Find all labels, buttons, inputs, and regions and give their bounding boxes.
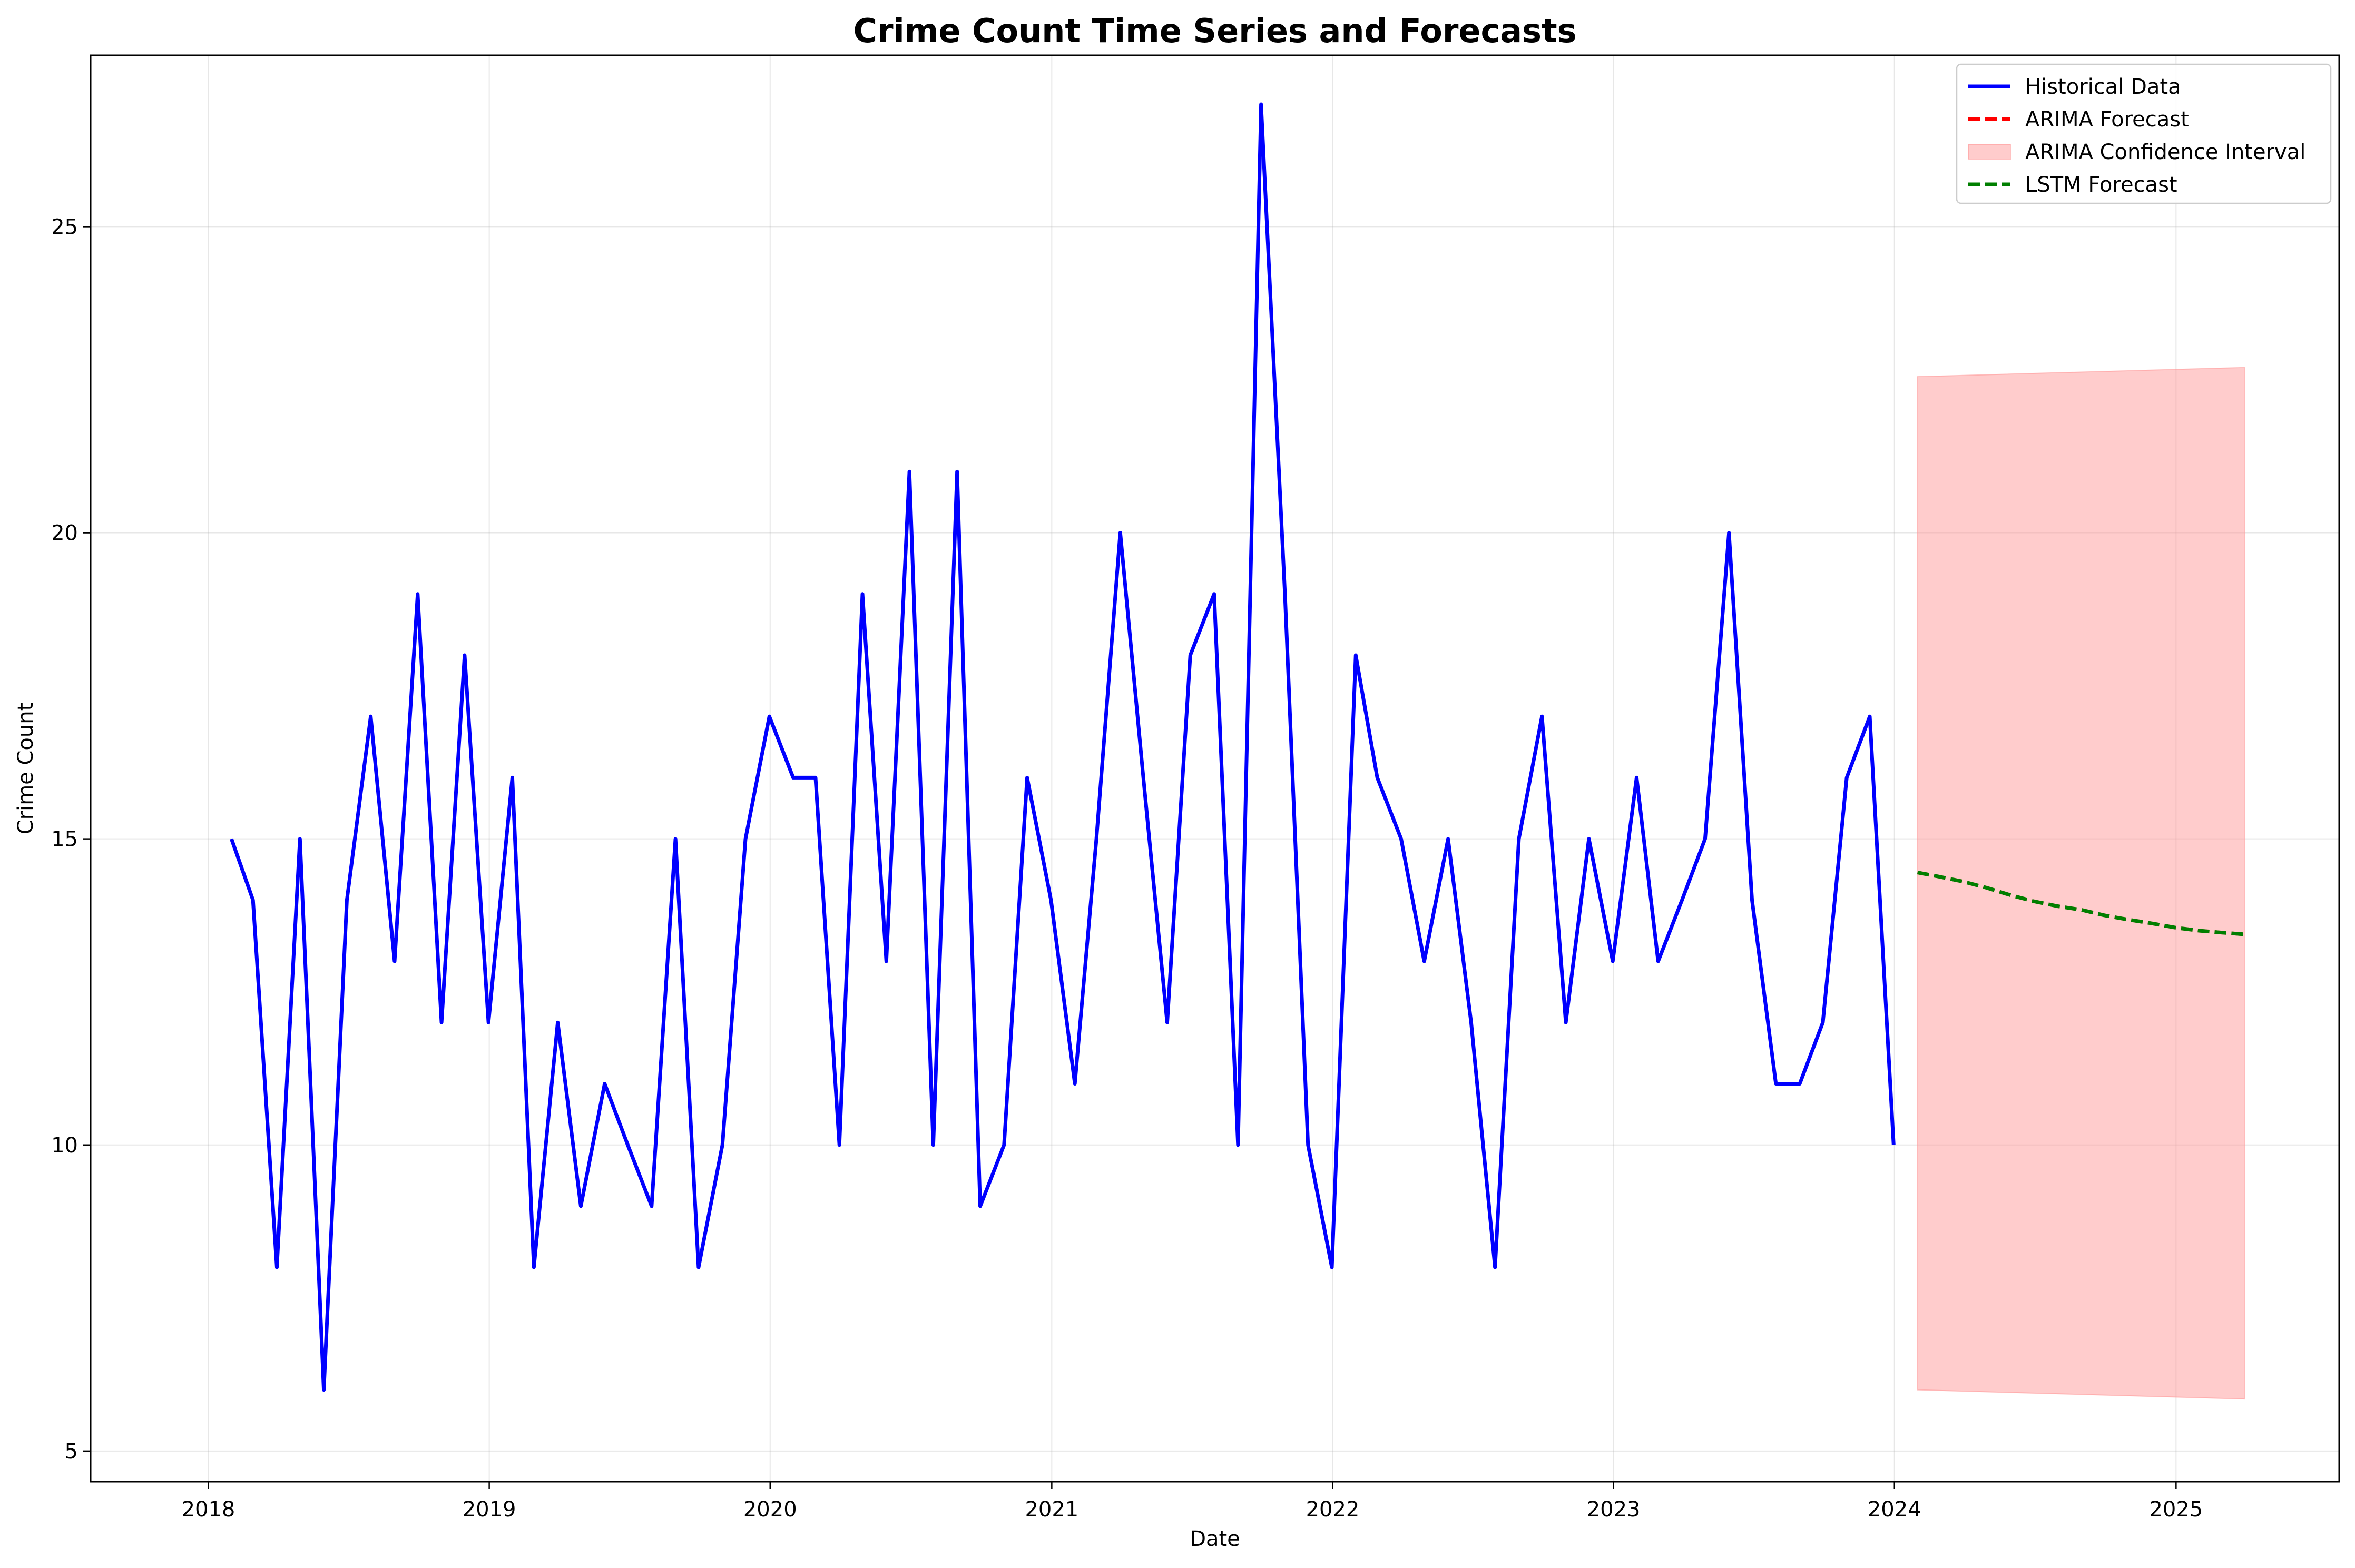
historical-data-line [229,102,1896,1392]
legend-box [1956,63,2332,204]
legend: Historical Data ARIMA Forecast ARIMA Confi… [1956,63,2332,204]
y-axis-label: Crime Count [14,703,38,835]
y-tick-label: 20 [51,521,78,546]
x-axis-label: Date [1190,1527,1240,1551]
x-tick-label: 2022 [1306,1497,1360,1522]
x-tick-label: 2018 [182,1497,235,1522]
legend-entry-label: ARIMA Confidence Interval [2025,140,2305,164]
x-tick-label: 2021 [1025,1497,1078,1522]
axes-frame [90,54,2340,1483]
y-tick-label: 5 [65,1439,78,1464]
lstm-forecast-line [1917,871,2245,936]
legend-swatch [1968,144,2011,160]
chart-title: Crime Count Time Series and Forecasts [853,12,1576,50]
legend-entry-label: ARIMA Forecast [2025,107,2189,132]
legend-entry-label: Historical Data [2025,75,2181,99]
plot-area [229,102,2245,1400]
arima-confidence-band [1917,367,2245,1400]
x-tick-label: 2024 [1868,1497,1921,1522]
legend-entry-label: LSTM Forecast [2025,173,2177,197]
y-tick-label: 25 [51,215,78,239]
x-tick-label: 2020 [743,1497,797,1522]
y-tick-label: 15 [51,827,78,852]
x-tick-label: 2025 [2149,1497,2203,1522]
axis-ticks: 2018 2019 2020 2021 2022 2023 2024 202551015202… [51,215,2203,1522]
x-tick-label: 2019 [463,1497,516,1522]
x-tick-label: 2023 [1587,1497,1641,1522]
y-tick-label: 10 [51,1133,78,1158]
